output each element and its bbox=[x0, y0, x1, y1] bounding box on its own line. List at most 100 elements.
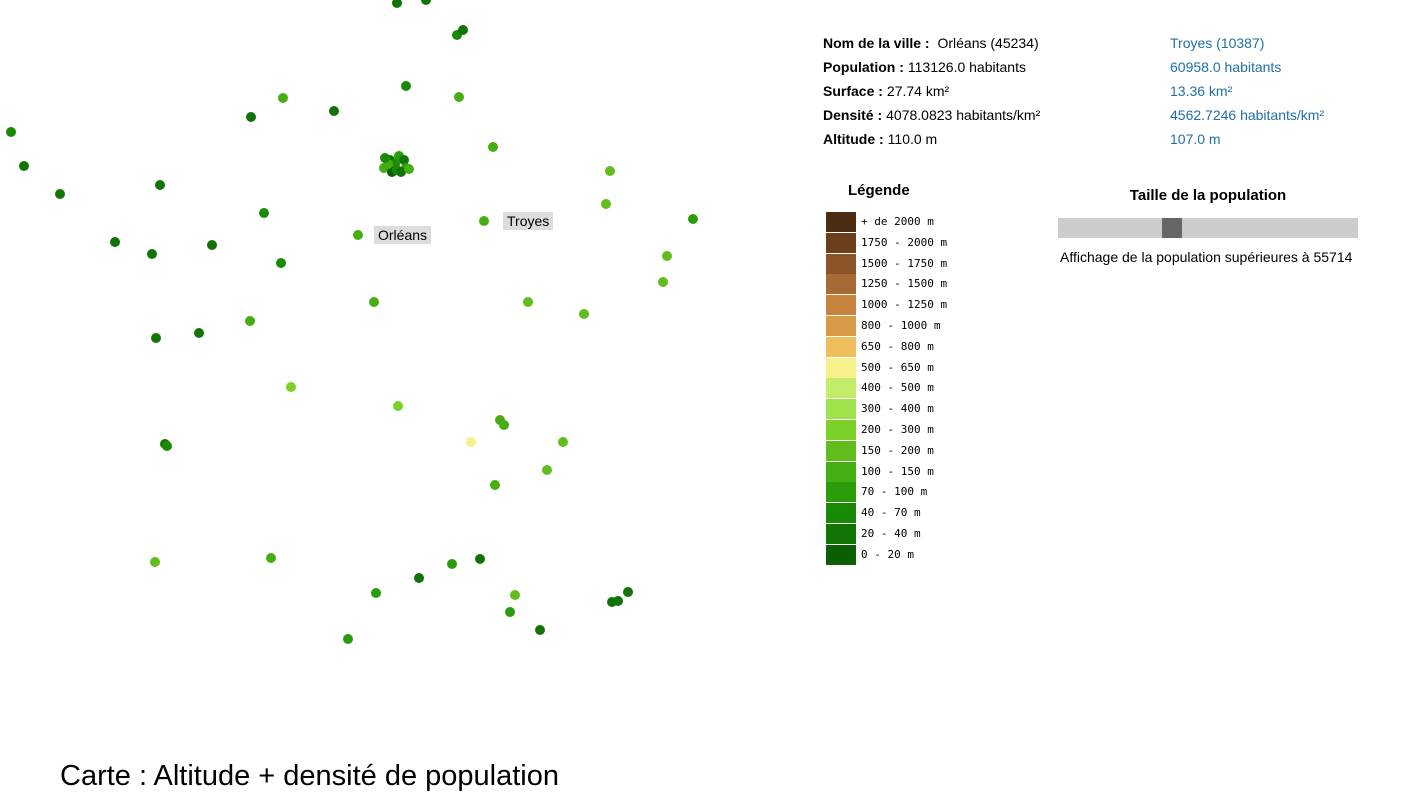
city-name-label: Nom de la ville : bbox=[823, 35, 930, 51]
city-dot[interactable] bbox=[286, 382, 296, 392]
city-dot[interactable] bbox=[579, 309, 589, 319]
city-dot[interactable] bbox=[613, 596, 623, 606]
legend-swatch bbox=[826, 295, 856, 316]
city-dot[interactable] bbox=[542, 465, 552, 475]
legend-swatch bbox=[826, 212, 856, 232]
city-dot[interactable] bbox=[55, 189, 65, 199]
legend-label: 40 - 70 m bbox=[861, 506, 921, 520]
population-slider-track[interactable] bbox=[1058, 218, 1358, 238]
legend-item: 1750 - 2000 m bbox=[826, 232, 986, 254]
legend-item: 500 - 650 m bbox=[826, 357, 986, 379]
city-dot[interactable] bbox=[623, 587, 633, 597]
legend-label: 500 - 650 m bbox=[861, 360, 934, 374]
city-dot[interactable] bbox=[245, 316, 255, 326]
city-dot[interactable] bbox=[662, 251, 672, 261]
city-dot[interactable] bbox=[558, 437, 568, 447]
city-dot[interactable] bbox=[396, 167, 406, 177]
city-dot[interactable] bbox=[194, 328, 204, 338]
legend-item: 200 - 300 m bbox=[826, 419, 986, 441]
city-dot[interactable] bbox=[535, 625, 545, 635]
city-dot[interactable] bbox=[688, 214, 698, 224]
city-dot[interactable] bbox=[421, 0, 431, 5]
city-dot[interactable] bbox=[393, 401, 403, 411]
city-dot[interactable] bbox=[401, 81, 411, 91]
city-dot[interactable] bbox=[207, 240, 217, 250]
city-dot[interactable] bbox=[155, 180, 165, 190]
city-dot[interactable] bbox=[458, 25, 468, 35]
legend-item: 20 - 40 m bbox=[826, 523, 986, 545]
altitude-value-compare: 107.0 m bbox=[1170, 131, 1221, 147]
info-row-city-name: Nom de la ville : Orléans (45234) Troyes… bbox=[823, 33, 1383, 57]
city-dot[interactable] bbox=[447, 559, 457, 569]
city-dot[interactable] bbox=[392, 0, 402, 8]
legend-swatch bbox=[826, 378, 856, 399]
density-value-compare: 4562.7246 habitants/km² bbox=[1170, 107, 1325, 123]
city-dot[interactable] bbox=[162, 441, 172, 451]
surface-value-primary: 27.74 km² bbox=[886, 83, 950, 99]
city-dot[interactable] bbox=[343, 634, 353, 644]
info-row-density: Densité :4078.0823 habitants/km² 4562.72… bbox=[823, 105, 1383, 129]
legend-item: 1500 - 1750 m bbox=[826, 253, 986, 275]
city-dot[interactable] bbox=[414, 573, 424, 583]
surface-label: Surface : bbox=[823, 83, 883, 99]
population-value-primary: 113126.0 habitants bbox=[907, 59, 1026, 75]
legend-item: 0 - 20 m bbox=[826, 544, 986, 566]
legend-item: 400 - 500 m bbox=[826, 378, 986, 399]
city-dot[interactable] bbox=[505, 607, 515, 617]
city-dot[interactable] bbox=[479, 216, 489, 226]
legend-items: + de 2000 m 1750 - 2000 m 1500 - 1750 m 125… bbox=[826, 212, 986, 566]
population-slider-thumb[interactable] bbox=[1162, 218, 1182, 238]
population-filter-caption: Affichage de la population supérieures à… bbox=[1060, 249, 1353, 265]
city-dot[interactable] bbox=[266, 553, 276, 563]
city-label-orleans[interactable]: Orléans bbox=[374, 226, 432, 244]
city-dot[interactable] bbox=[488, 142, 498, 152]
city-dot[interactable] bbox=[380, 153, 390, 163]
legend-title: Légende bbox=[848, 182, 910, 199]
legend-label: 70 - 100 m bbox=[861, 485, 928, 499]
city-dot[interactable] bbox=[19, 161, 29, 171]
legend-item: 650 - 800 m bbox=[826, 336, 986, 358]
city-dot[interactable] bbox=[490, 480, 500, 490]
legend-label: 200 - 300 m bbox=[861, 422, 934, 436]
city-dot[interactable] bbox=[278, 93, 288, 103]
legend-label: 800 - 1000 m bbox=[861, 318, 941, 332]
legend-label: + de 2000 m bbox=[861, 215, 934, 228]
city-dot[interactable] bbox=[6, 127, 16, 137]
city-dot[interactable] bbox=[404, 164, 414, 174]
city-dot[interactable] bbox=[605, 166, 615, 176]
city-dot[interactable] bbox=[259, 208, 269, 218]
city-dot[interactable] bbox=[454, 92, 464, 102]
city-dot[interactable] bbox=[147, 249, 157, 259]
city-dot[interactable] bbox=[601, 199, 611, 209]
legend-label: 150 - 200 m bbox=[861, 443, 934, 457]
city-dot[interactable] bbox=[246, 112, 256, 122]
city-dot[interactable] bbox=[510, 590, 520, 600]
legend-swatch bbox=[826, 232, 856, 253]
legend-label: 100 - 150 m bbox=[861, 464, 934, 478]
city-dot[interactable] bbox=[499, 420, 509, 430]
density-value-primary: 4078.0823 habitants/km² bbox=[886, 107, 1041, 123]
city-dot[interactable] bbox=[276, 258, 286, 268]
city-dot[interactable] bbox=[475, 554, 485, 564]
city-dot[interactable] bbox=[371, 588, 381, 598]
city-dot[interactable] bbox=[466, 437, 476, 447]
legend-label: 0 - 20 m bbox=[861, 547, 914, 561]
population-filter-title: Taille de la population bbox=[1129, 187, 1287, 204]
city-dot[interactable] bbox=[151, 333, 161, 343]
map-canvas[interactable]: Orléans Troyes bbox=[0, 0, 760, 700]
city-dot[interactable] bbox=[329, 106, 339, 116]
legend-swatch bbox=[826, 523, 856, 544]
city-dot[interactable] bbox=[399, 155, 409, 165]
city-dot[interactable] bbox=[110, 237, 120, 247]
city-label-troyes[interactable]: Troyes bbox=[503, 212, 554, 230]
legend-swatch bbox=[826, 357, 856, 378]
city-dot[interactable] bbox=[150, 557, 160, 567]
city-dot[interactable] bbox=[658, 277, 668, 287]
city-dot[interactable] bbox=[369, 297, 379, 307]
info-row-altitude: Altitude :110.0 m 107.0 m bbox=[823, 129, 1383, 153]
city-dot[interactable] bbox=[353, 230, 363, 240]
legend-swatch bbox=[826, 253, 856, 274]
legend-item: 150 - 200 m bbox=[826, 440, 986, 462]
city-dot[interactable] bbox=[523, 297, 533, 307]
info-row-surface: Surface :27.74 km² 13.36 km² bbox=[823, 81, 1383, 105]
